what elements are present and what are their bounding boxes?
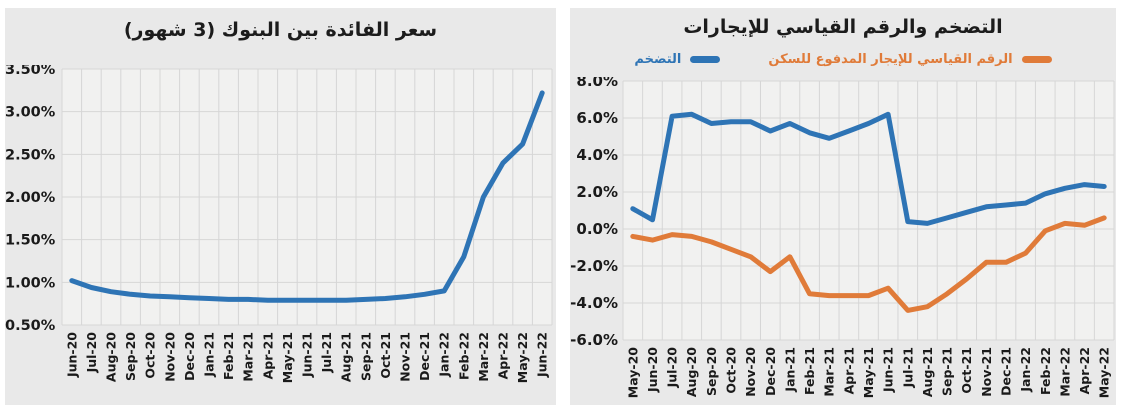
- x-axis-tick-label: Sep-21: [358, 332, 373, 381]
- y-axis-tick-label: 2.0%: [576, 183, 618, 201]
- x-axis-tick-label: Feb-22: [456, 332, 471, 380]
- inflation-rent-line-chart: 8.0% 6.0% 4.0% 2.0% 0.0% -2.0% -4.0% -6.0% May-2…: [570, 77, 1115, 399]
- x-axis-tick-label: Apr-22: [496, 332, 511, 379]
- x-axis-tick-label: May-22: [515, 332, 530, 383]
- legend-label-rent-index: الرقم القياسي للإيجار المدفوع للسكن: [768, 51, 1013, 67]
- y-axis-tick-label: 1.00%: [5, 275, 56, 291]
- x-axis-tick-label: Jun-22: [535, 332, 550, 378]
- inflation-rent-chart-panel: التضخم والرقم القياسي للإيجارات التضخم ا…: [570, 8, 1116, 405]
- rent-index-series-marker-icon: [1021, 55, 1052, 63]
- y-axis-tick-label: 3.50%: [5, 65, 56, 78]
- interbank-rate-line-chart: 3.50% 3.00% 2.50% 2.00% 1.50% 1.00% 0.50% Jun-2…: [5, 65, 553, 383]
- x-axis-tick-label: Dec-21: [417, 332, 432, 381]
- x-axis-tick-label: May-20: [625, 347, 640, 399]
- x-axis-tick-label: Mar-21: [822, 347, 837, 397]
- x-axis-tick-label: Nov-21: [398, 332, 413, 382]
- x-axis-tick-label: Oct-20: [143, 332, 158, 379]
- x-axis-tick-label: May-21: [861, 347, 876, 398]
- x-axis-tick-label: Jan-21: [202, 332, 217, 378]
- y-axis-tick-label: -4.0%: [570, 294, 618, 312]
- legend-item-rent-index: الرقم القياسي للإيجار المدفوع للسكن: [768, 51, 1052, 67]
- x-axis-tick-label: Dec-20: [763, 347, 778, 396]
- x-axis-tick-label: Feb-21: [802, 347, 817, 395]
- legend-item-inflation: التضخم: [634, 51, 721, 67]
- y-axis-tick-label: 0.50%: [5, 318, 56, 334]
- legend-label-inflation: التضخم: [634, 51, 682, 67]
- x-axis-tick-label: Jun-21: [881, 347, 896, 393]
- x-axis-tick-label: Dec-20: [182, 332, 197, 381]
- x-axis-tick-label: Jul-21: [900, 347, 915, 388]
- x-axis-tick-label: Feb-22: [1038, 347, 1053, 395]
- x-axis-tick-label: Aug-20: [104, 332, 119, 382]
- x-axis-tick-label: Jan-22: [437, 332, 452, 378]
- x-axis-tick-label: Feb-21: [221, 332, 236, 380]
- x-axis-tick-label: Jan-21: [782, 347, 797, 393]
- x-axis-tick-label: Sep-20: [123, 332, 138, 381]
- y-axis-tick-label: 3.00%: [5, 105, 56, 121]
- x-axis-tick-label: May-22: [1097, 347, 1112, 398]
- inflation-chart-title: التضخم والرقم القياسي للإيجارات: [683, 16, 1003, 38]
- y-axis-tick-label: -2.0%: [570, 257, 618, 275]
- x-axis-tick-label: Jun-21: [300, 332, 315, 378]
- x-axis-tick-label: Nov-21: [979, 347, 994, 397]
- x-axis-tick-label: Jun-20: [645, 347, 660, 393]
- x-axis-tick-label: Sep-21: [940, 347, 955, 396]
- x-axis-tick-label: Mar-21: [241, 332, 256, 382]
- inflation-series-marker-icon: [690, 55, 721, 63]
- x-axis-tick-label: Apr-21: [260, 332, 275, 379]
- x-axis-tick-label: Dec-21: [998, 347, 1013, 396]
- x-axis-tick-label: Nov-20: [743, 347, 758, 397]
- x-axis-tick-label: Oct-20: [724, 347, 739, 394]
- x-axis-tick-label: Jul-21: [319, 332, 334, 373]
- series-line: [69, 90, 545, 303]
- x-axis-tick-label: Mar-22: [476, 332, 491, 382]
- interbank-rate-chart-panel: سعر الفائدة بين البنوك (3 شهور) 3.50% 3.0…: [5, 8, 556, 405]
- y-axis-tick-label: 8.0%: [576, 77, 618, 90]
- x-axis-tick-label: Jan-22: [1018, 347, 1033, 393]
- series-line: [630, 215, 1107, 313]
- y-axis-tick-label: 2.00%: [5, 190, 56, 206]
- x-axis-tick-label: Jul-20: [84, 332, 99, 374]
- x-axis-tick-label: Nov-20: [162, 332, 177, 382]
- x-axis-tick-label: Oct-21: [378, 332, 393, 379]
- x-axis-tick-label: Oct-21: [959, 347, 974, 394]
- chart-legend: التضخم الرقم القياسي للإيجار المدفوع للس…: [570, 41, 1116, 77]
- x-axis-tick-label: May-21: [280, 332, 295, 383]
- interbank-chart-title: سعر الفائدة بين البنوك (3 شهور): [123, 19, 438, 41]
- y-axis-tick-label: 2.50%: [5, 147, 56, 163]
- y-axis-tick-label: 6.0%: [576, 109, 618, 127]
- x-axis-tick-label: Apr-22: [1077, 347, 1092, 394]
- y-axis-tick-label: 1.50%: [5, 233, 56, 249]
- y-axis-tick-label: 0.0%: [576, 220, 618, 238]
- x-axis-tick-label: Sep-20: [704, 347, 719, 396]
- y-axis-tick-label: 4.0%: [576, 146, 618, 164]
- x-axis-tick-label: Jun-20: [64, 332, 79, 378]
- x-axis-tick-label: Mar-22: [1057, 347, 1072, 397]
- x-axis-tick-label: Aug-21: [920, 347, 935, 397]
- x-axis-tick-label: Jul-20: [665, 347, 680, 389]
- series-line: [630, 111, 1107, 226]
- y-axis-tick-label: -6.0%: [570, 331, 618, 349]
- x-axis-tick-label: Aug-20: [684, 347, 699, 397]
- x-axis-tick-label: Apr-21: [841, 347, 856, 394]
- x-axis-tick-label: Aug-21: [339, 332, 354, 382]
